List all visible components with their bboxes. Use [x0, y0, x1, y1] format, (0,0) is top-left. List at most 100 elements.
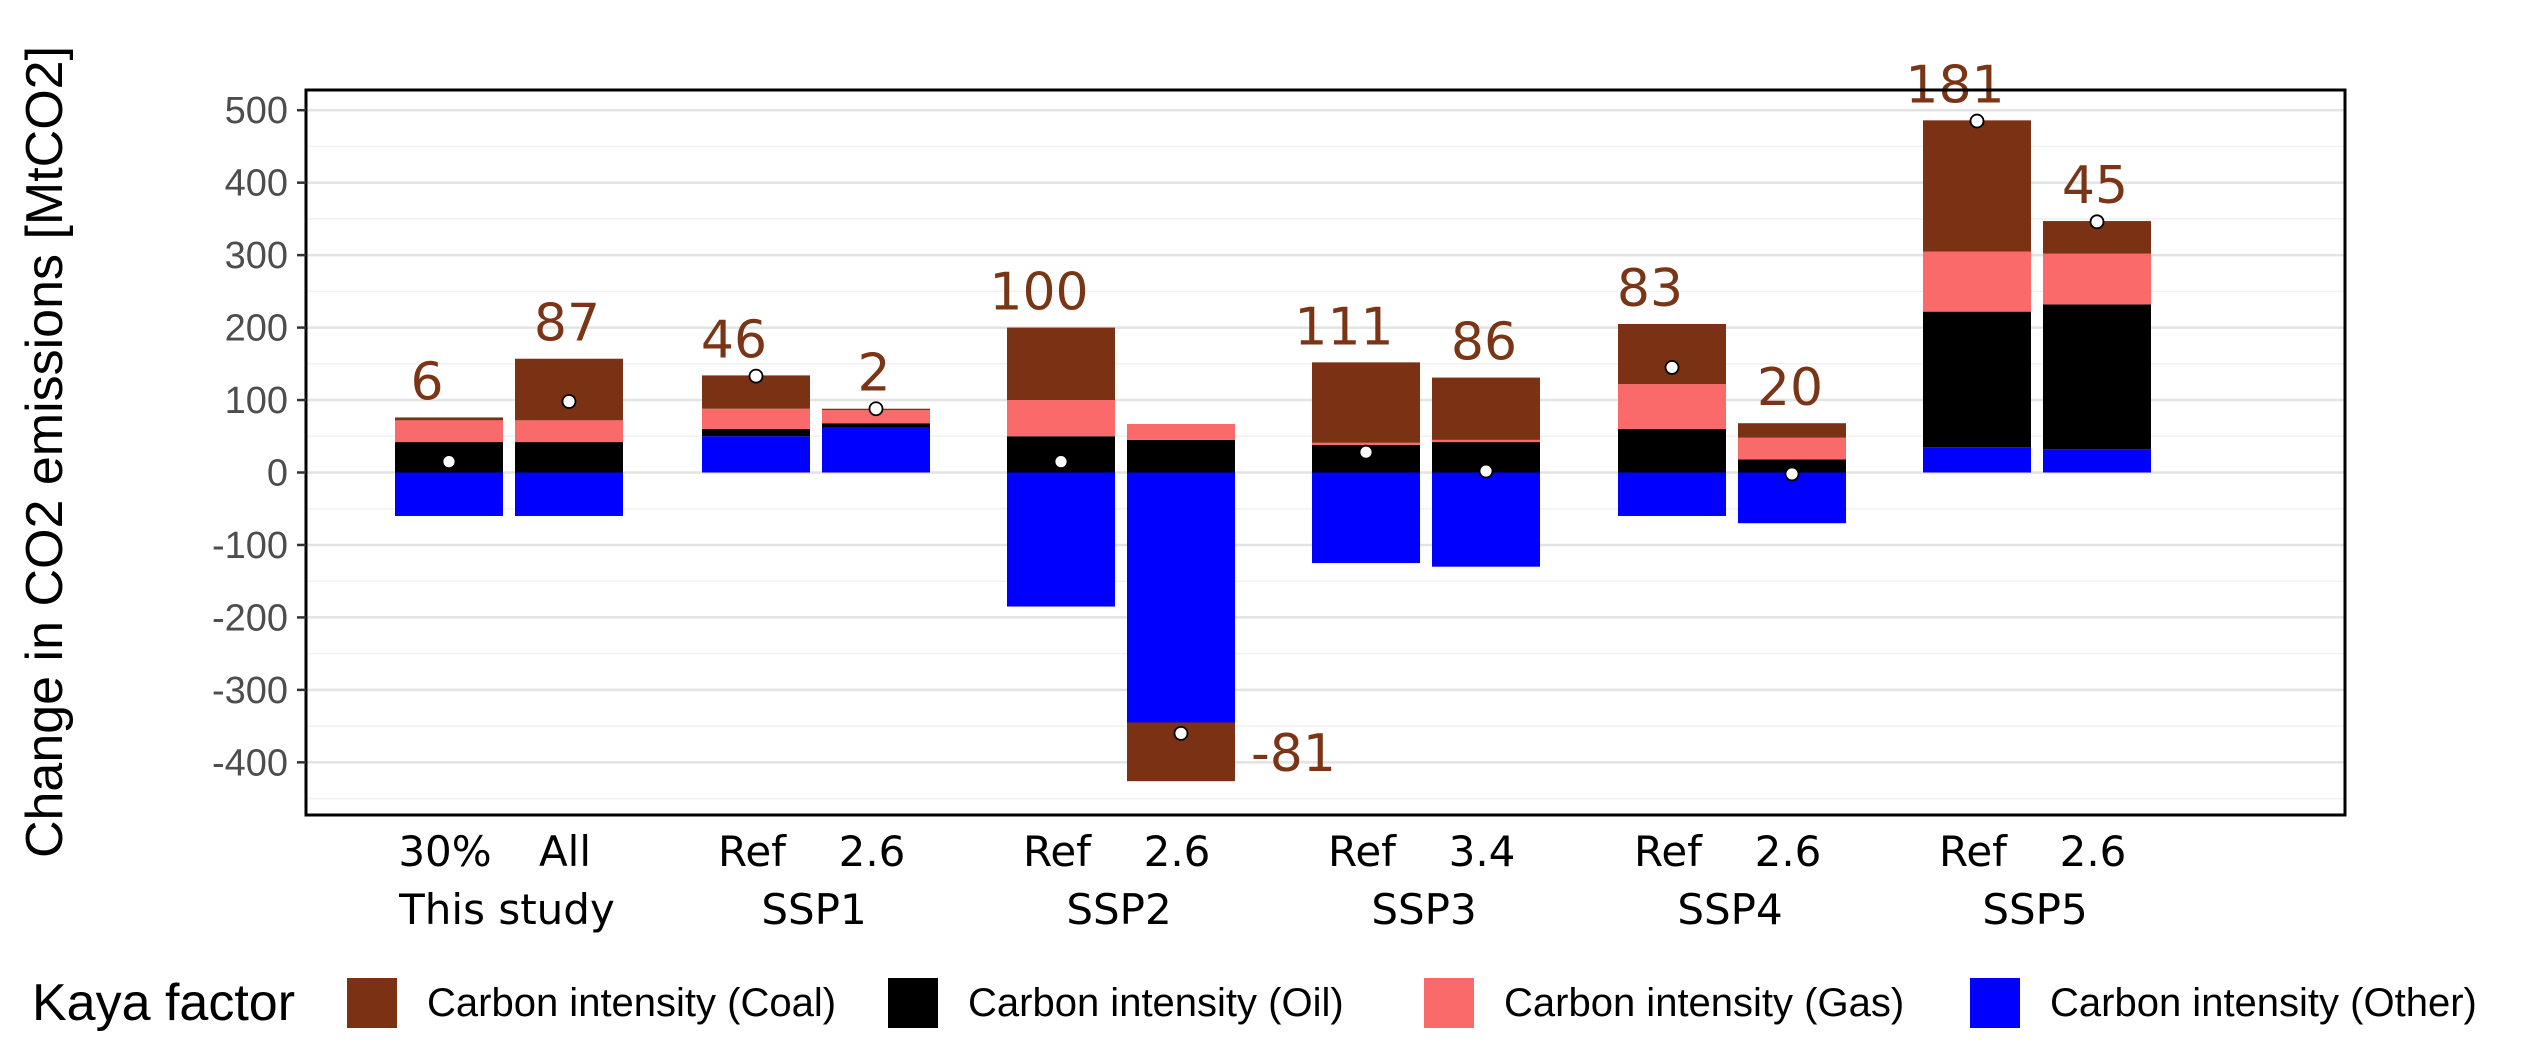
bar-category-label: Ref: [1634, 827, 1703, 876]
bar-category-label: Ref: [1023, 827, 1092, 876]
group-label: SSP4: [1677, 885, 1782, 934]
bar-segment-oil: [1127, 439, 1235, 473]
bar-total-label: 86: [1451, 313, 1517, 373]
bars: [395, 120, 2151, 782]
legend-label: Carbon intensity (Coal): [427, 981, 836, 1025]
net-change-marker: [1053, 454, 1069, 470]
bar-category-label: All: [539, 827, 591, 876]
bar-total-label: 83: [1617, 259, 1683, 319]
bar-segment-other: [1923, 447, 2031, 473]
net-change-marker: [2089, 214, 2105, 230]
bar-segment-gas: [702, 408, 810, 430]
bar-segment-coal: [1432, 377, 1540, 440]
net-change-marker: [748, 368, 764, 384]
bar-total-label: 46: [701, 310, 767, 370]
bar-total-label: 6: [410, 352, 443, 412]
bar-segment-other: [1007, 472, 1115, 607]
net-change-marker: [1784, 466, 1800, 482]
legend: Kaya factor Carbon intensity (Coal) Carbo…: [32, 974, 2477, 1032]
bar-segment-other: [1312, 472, 1420, 564]
net-change-marker: [1173, 725, 1189, 741]
net-change-marker: [561, 394, 577, 409]
bar-segment-coal: [1923, 120, 2031, 252]
legend-swatch: [1424, 978, 1474, 1028]
bar-segment-oil: [702, 429, 810, 437]
group-label: SSP3: [1371, 885, 1476, 934]
net-change-marker: [868, 401, 884, 417]
group-label: SSP2: [1066, 885, 1171, 934]
bar-segment-gas: [1923, 251, 2031, 312]
bar-segment-other: [515, 472, 623, 516]
bar-segment-oil: [1618, 429, 1726, 473]
bar-segment-gas: [1312, 442, 1420, 445]
bar-segment-oil: [515, 442, 623, 473]
bar-total-label: 181: [1905, 55, 2004, 115]
bar-segment-gas: [822, 410, 930, 424]
bar-segment-other: [822, 427, 930, 473]
y-tick-label: 200: [225, 308, 288, 350]
bar-segment-other: [2043, 449, 2151, 473]
x-axis-labels: 30% All This study Ref 2.6 SSP1 Ref 2.6 SSP2 Ref 3…: [398, 827, 2126, 934]
bar-total-label: -81: [1251, 724, 1336, 784]
plot-panel-border: [304, 88, 2347, 817]
y-tick-label: -300: [212, 670, 288, 712]
bar-segment-coal: [515, 358, 623, 421]
bar-segment-gas: [1618, 384, 1726, 430]
bar-segment-coal: [1618, 323, 1726, 385]
bar-segment-coal: [1738, 423, 1846, 438]
bar-segment-coal: [1007, 327, 1115, 401]
bar-segment-other: [395, 472, 503, 516]
bar-segment-oil: [1738, 459, 1846, 473]
bar-category-label: 2.6: [1144, 827, 1211, 876]
y-tick-label: 300: [225, 235, 288, 277]
y-tick-label: -200: [212, 597, 288, 639]
bar-category-label: 2.6: [2060, 827, 2127, 876]
bar-segment-oil: [2043, 304, 2151, 450]
legend-label: Carbon intensity (Other): [2050, 981, 2477, 1025]
bar-total-label: 2: [857, 344, 890, 404]
bar-segment-other: [702, 436, 810, 473]
legend-label: Carbon intensity (Gas): [1504, 981, 1904, 1025]
bar-segment-oil: [822, 423, 930, 428]
bar-segment-gas: [1007, 400, 1115, 437]
y-axis-title: Change in CO2 emissions [MtCO2]: [16, 46, 74, 858]
legend-title: Kaya factor: [32, 974, 295, 1032]
bar-segment-gas: [1127, 423, 1235, 440]
legend-swatch: [1970, 978, 2020, 1028]
y-tick-label: 100: [225, 380, 288, 422]
y-tick-label: -100: [212, 525, 288, 567]
net-change-marker: [1478, 463, 1494, 479]
bar-segment-other: [1432, 472, 1540, 567]
bar-category-label: Ref: [1939, 827, 2008, 876]
group-label: SSP5: [1982, 885, 2087, 934]
group-label: SSP1: [761, 885, 866, 934]
bar-total-label: 87: [534, 294, 600, 354]
y-tick-label: 500: [225, 90, 288, 132]
net-change-marker: [1969, 113, 1985, 129]
bar-total-label: 20: [1757, 358, 1823, 418]
y-tick-label: 400: [225, 163, 288, 205]
bar-segment-gas: [395, 420, 503, 443]
group-label: This study: [398, 885, 615, 934]
bar-segment-coal: [1312, 362, 1420, 443]
legend-swatch: [347, 978, 397, 1028]
net-change-marker: [441, 454, 457, 470]
y-axis-ticks: 500 400 300 200 100 0 -100 -200 -300 -400: [212, 90, 306, 784]
bar-total-label: 45: [2062, 156, 2128, 216]
bar-segment-gas: [1432, 439, 1540, 443]
bar-total-label: 111: [1294, 297, 1393, 357]
bar-category-label: Ref: [1328, 827, 1397, 876]
bar-segment-oil: [1923, 311, 2031, 448]
bar-segment-gas: [1738, 437, 1846, 460]
bar-segment-gas: [515, 420, 623, 443]
y-tick-label: 0: [267, 453, 288, 495]
bar-segment-other: [1618, 472, 1726, 516]
legend-swatch: [888, 978, 938, 1028]
bar-category-label: 2.6: [839, 827, 906, 876]
net-change-markers: [441, 113, 2105, 741]
bar-total-label: 100: [989, 263, 1088, 323]
bar-category-label: 30%: [398, 827, 491, 876]
net-change-marker: [1358, 444, 1374, 460]
bar-segment-gas: [2043, 253, 2151, 305]
